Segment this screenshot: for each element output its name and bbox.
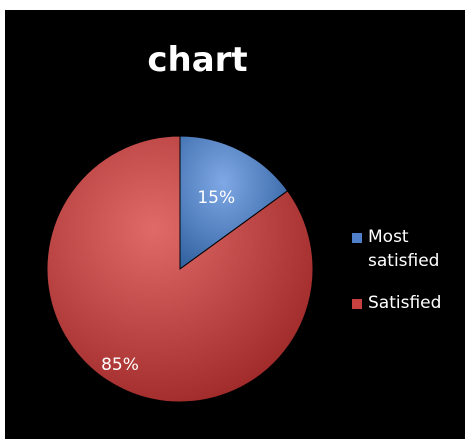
legend-item-satisfied: Satisfied — [350, 291, 465, 315]
data-label-most-satisfied: 15% — [197, 188, 235, 208]
chart-area: chart 15% 85% Most satisfied — [5, 10, 465, 439]
pie-chart: 15% 85% — [46, 135, 314, 403]
legend-swatch-blue — [352, 233, 362, 243]
legend-label-satisfied: Satisfied — [368, 293, 442, 313]
legend-swatch-red — [352, 299, 362, 309]
pie-slice-most-satisfied — [179, 135, 289, 270]
pie-data-labels: 15% 85% — [101, 188, 235, 375]
legend: Most satisfied Satisfied — [350, 225, 465, 333]
pie-slice-satisfied — [46, 135, 314, 403]
chart-title: chart — [147, 40, 248, 80]
legend-label-most-satisfied: Most satisfied — [368, 227, 440, 271]
pie-slices — [46, 135, 314, 403]
data-label-satisfied: 85% — [101, 355, 139, 375]
legend-item-most-satisfied: Most satisfied — [350, 225, 465, 273]
